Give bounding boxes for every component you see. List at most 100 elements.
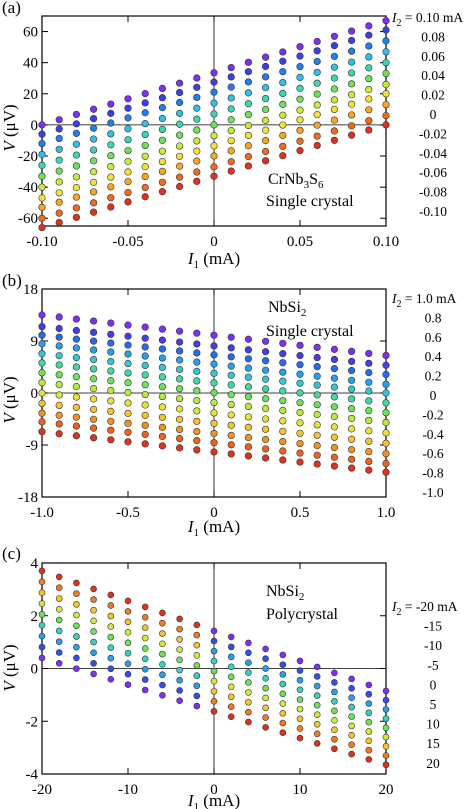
data-point <box>55 616 63 624</box>
data-point <box>124 188 132 197</box>
data-point <box>313 353 321 362</box>
data-point <box>72 422 80 430</box>
data-point <box>365 457 373 466</box>
data-point <box>124 629 132 636</box>
data-point <box>38 121 46 129</box>
data-point <box>382 468 390 476</box>
data-point <box>72 393 80 401</box>
data-point <box>89 375 98 383</box>
panel-c-annotation-type: Polycrystal <box>266 606 339 623</box>
y-tick-label: 0 <box>31 662 39 678</box>
data-point <box>313 730 321 738</box>
data-point <box>245 669 252 676</box>
data-point <box>382 380 390 388</box>
data-point <box>159 630 166 637</box>
data-point <box>348 425 356 433</box>
data-point <box>72 120 80 128</box>
data-point <box>348 741 355 748</box>
data-point <box>244 443 252 451</box>
data-point <box>279 89 287 98</box>
data-point <box>313 740 321 747</box>
data-point <box>330 136 339 144</box>
data-point <box>262 375 270 383</box>
data-point <box>90 606 97 614</box>
data-point <box>296 439 304 448</box>
x-tick-label: -0.10 <box>26 234 57 250</box>
data-point <box>313 701 321 709</box>
data-point <box>210 398 218 407</box>
data-point <box>296 116 304 124</box>
data-point <box>262 435 270 444</box>
data-point <box>141 634 149 642</box>
data-point <box>141 141 149 150</box>
data-point <box>141 323 149 331</box>
data-point <box>227 83 235 91</box>
panel-b-legend: I2 = 1.0 mA0.8 0.6 0.4 0.2 0 -0.2 -0.4 -0.6 -0.8… <box>391 291 457 500</box>
data-point <box>227 663 235 671</box>
data-point <box>89 317 98 325</box>
data-point <box>38 622 46 629</box>
data-point <box>124 136 132 144</box>
data-point <box>262 665 269 672</box>
data-point <box>55 352 63 360</box>
data-point <box>90 649 97 657</box>
data-point <box>141 99 149 107</box>
data-point <box>55 401 63 409</box>
data-point <box>245 698 252 706</box>
panel-b: -1.0 -0.5 0 0.5 1.0 -18 -9 0 9 18 (b) NbSi2 Singl… <box>0 271 457 539</box>
data-point <box>124 399 132 407</box>
data-point <box>90 628 97 635</box>
data-point <box>365 709 373 717</box>
data-point <box>365 397 373 405</box>
data-point <box>55 198 63 206</box>
data-point <box>262 694 269 702</box>
data-point <box>55 333 63 341</box>
data-point <box>193 329 201 337</box>
data-point <box>365 466 373 474</box>
data-point <box>348 111 356 119</box>
data-point <box>382 111 390 120</box>
data-point <box>330 365 339 373</box>
panel-b-annotation-material: NbSi2 <box>268 299 306 319</box>
data-point <box>89 124 98 132</box>
data-point <box>107 665 115 673</box>
data-point <box>348 385 356 393</box>
data-point <box>72 363 80 371</box>
data-point <box>227 116 235 124</box>
data-point <box>176 615 183 623</box>
data-point <box>38 150 46 159</box>
data-point <box>262 53 270 61</box>
data-point <box>382 696 390 704</box>
data-point <box>245 639 252 647</box>
data-point <box>55 411 63 419</box>
data-point <box>331 698 338 705</box>
y-tick-label: -4 <box>26 767 39 783</box>
data-point <box>38 418 46 426</box>
data-point <box>245 718 252 726</box>
data-point <box>107 676 115 683</box>
data-point <box>193 83 201 91</box>
data-point <box>107 357 115 366</box>
data-point <box>159 671 166 679</box>
data-point <box>38 389 46 397</box>
data-point <box>382 724 390 732</box>
data-point <box>244 162 252 170</box>
y-tick-label: 60 <box>23 25 38 41</box>
data-point <box>72 183 80 192</box>
data-point <box>313 682 321 690</box>
data-point <box>72 382 80 391</box>
data-point <box>124 369 132 377</box>
data-point <box>227 333 235 341</box>
data-point <box>141 390 149 399</box>
data-point <box>107 386 115 395</box>
data-point <box>141 421 149 429</box>
data-point <box>55 324 63 333</box>
data-point <box>382 80 390 89</box>
legend-entry: 0 <box>430 107 437 122</box>
legend-title: I2 = 1.0 mA <box>391 291 457 310</box>
data-point <box>176 375 184 383</box>
legend-entry: -0.8 <box>422 466 444 481</box>
data-point <box>124 157 132 166</box>
data-point <box>55 638 63 645</box>
data-point <box>38 611 46 618</box>
